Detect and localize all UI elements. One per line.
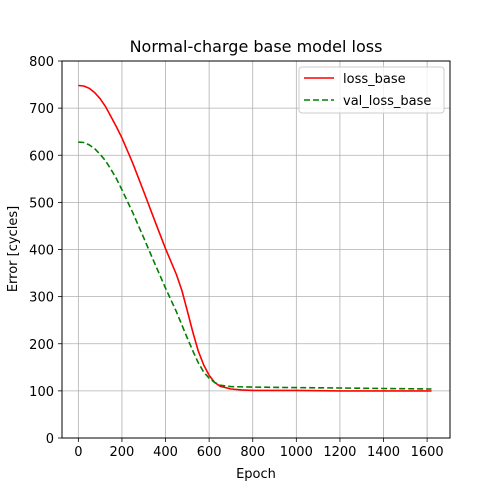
y-axis-label: Error [cycles] xyxy=(6,206,21,292)
y-tick-label: 200 xyxy=(29,338,54,353)
x-tick-label: 1200 xyxy=(323,445,356,460)
y-tick-label: 400 xyxy=(29,244,54,259)
x-tick-label: 800 xyxy=(240,445,265,460)
y-tick-label: 600 xyxy=(29,149,54,164)
y-tick-label: 0 xyxy=(46,432,54,447)
legend: loss_base val_loss_base xyxy=(299,67,444,113)
x-tick-label: 200 xyxy=(110,445,135,460)
legend-label: val_loss_base xyxy=(343,94,431,109)
x-tick-label: 600 xyxy=(197,445,222,460)
chart-title: Normal-charge base model loss xyxy=(130,37,383,56)
x-tick-label: 1600 xyxy=(411,445,444,460)
series-lines xyxy=(78,86,431,391)
y-tick-label: 500 xyxy=(29,196,54,211)
series-line-val-loss-base xyxy=(78,142,431,389)
y-tick-label: 300 xyxy=(29,291,54,306)
x-axis-label: Epoch xyxy=(236,467,276,482)
series-line-loss-base xyxy=(78,86,431,391)
legend-label: loss_base xyxy=(343,72,406,87)
y-tick-label: 100 xyxy=(29,385,54,400)
y-tick-label: 800 xyxy=(29,55,54,70)
y-ticks: 0 100 200 300 400 500 600 700 800 xyxy=(29,55,62,447)
x-ticks: 0 200 400 600 800 1000 1200 1400 1600 xyxy=(74,438,443,460)
x-tick-label: 1400 xyxy=(367,445,400,460)
gridlines xyxy=(62,61,450,438)
x-tick-label: 0 xyxy=(74,445,82,460)
x-tick-label: 1000 xyxy=(280,445,313,460)
x-tick-label: 400 xyxy=(153,445,178,460)
y-tick-label: 700 xyxy=(29,102,54,117)
